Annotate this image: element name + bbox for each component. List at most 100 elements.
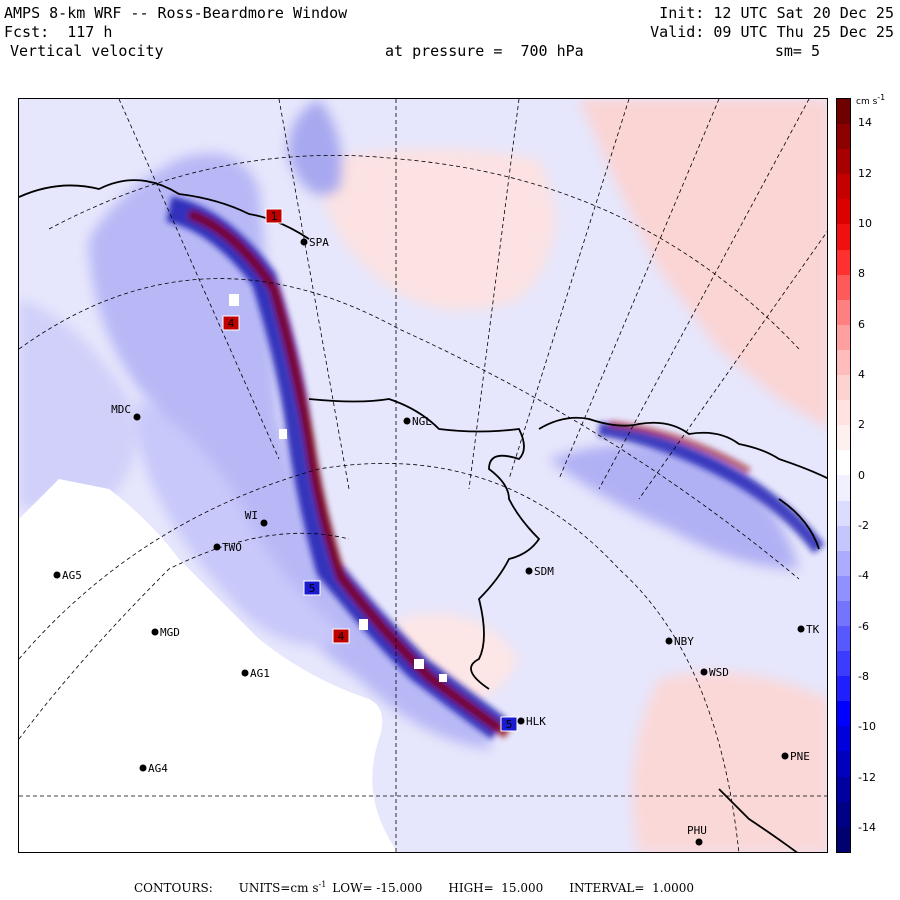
colorbar-segment — [837, 450, 850, 476]
colorbar-segment — [837, 349, 850, 376]
field-marker-low: 5 — [303, 580, 321, 596]
pressure-level: at pressure = 700 hPa — [385, 42, 584, 60]
field-marker-high: 1 — [265, 208, 283, 224]
station-label: TK — [806, 623, 820, 636]
station-mgd: MGD — [151, 626, 180, 639]
station-dot — [213, 543, 221, 551]
colorbar-segment — [837, 600, 850, 626]
station-phu: PHU — [687, 824, 707, 846]
colorbar-segment — [837, 400, 850, 426]
colorbar-units: cm s-1 — [856, 93, 886, 107]
station-dot — [133, 413, 141, 421]
station-mdc: MDC — [111, 403, 141, 421]
colorbar-segment — [837, 625, 850, 652]
no-data-region — [19, 479, 398, 852]
station-ag5: AG5 — [53, 569, 82, 582]
station-dot — [241, 669, 249, 677]
colorbar-tick-label: -2 — [858, 518, 869, 532]
smoothing: sm= 5 — [774, 42, 820, 60]
station-dot — [260, 519, 268, 527]
station-ag4: AG4 — [139, 762, 168, 775]
station-hlk: HLK — [517, 715, 546, 728]
colorbar — [836, 98, 851, 853]
station-dot — [525, 567, 533, 575]
colorbar-tick-label: 10 — [858, 216, 872, 230]
station-dot — [781, 752, 789, 760]
station-tk: TK — [797, 623, 820, 636]
station-sdm: SDM — [525, 565, 554, 578]
station-label: MGD — [160, 626, 180, 639]
colorbar-tick-label: -6 — [858, 619, 869, 633]
svg-text:4: 4 — [228, 317, 235, 330]
svg-text:5: 5 — [309, 582, 316, 595]
colorbar-segment — [837, 274, 850, 300]
station-pne: PNE — [781, 750, 810, 763]
station-label: SDM — [534, 565, 554, 578]
station-label: MDC — [111, 403, 131, 416]
colorbar-tick-label: -4 — [858, 569, 869, 583]
station-dot — [53, 571, 61, 579]
vertical-velocity-map: 1 4 5 4 5 MDC NGL SPA TWO WI AG5 MGD AG1 AG4 SDM NBY WS… — [19, 99, 827, 852]
station-label: AG1 — [250, 667, 270, 680]
contour-info: CONTOURS: UNITS=cm s-1 LOW= -15.000 HIGH= 1… — [134, 880, 695, 895]
station-nby: NBY — [665, 635, 694, 648]
graticule — [19, 99, 827, 852]
station-label: SPA — [309, 236, 329, 249]
station-dot — [695, 838, 703, 846]
terrain-masks — [229, 294, 447, 682]
station-label: WI — [245, 509, 258, 522]
field-marker-high: 4 — [222, 315, 240, 331]
colorbar-segment — [837, 124, 850, 150]
colorbar-tick-label: -10 — [858, 720, 876, 734]
svg-text:4: 4 — [338, 630, 345, 643]
mountain-ridge-signal — [166, 196, 825, 740]
colorbar-tick-label: 8 — [858, 267, 865, 281]
colorbar-segment — [837, 99, 850, 125]
colorbar-tick-label: -8 — [858, 669, 869, 683]
station-label: TWO — [222, 541, 242, 554]
coastline — [19, 179, 827, 852]
colorbar-segment — [837, 575, 850, 601]
colorbar-segment — [837, 826, 850, 852]
colorbar-tick-label: -14 — [858, 820, 876, 834]
colorbar-segment — [837, 726, 850, 752]
station-ngl: NGL — [403, 415, 432, 428]
colorbar-tick-label: 12 — [858, 166, 872, 180]
colorbar-tick-label: 4 — [858, 367, 865, 381]
station-dot — [665, 637, 673, 645]
colorbar-tick-label: 0 — [858, 468, 865, 482]
colorbar-tick-label: -12 — [858, 770, 876, 784]
colorbar-segment — [837, 651, 850, 677]
colorbar-tick-label: 2 — [858, 418, 865, 432]
colorbar-segment — [837, 199, 850, 225]
init-time: Init: 12 UTC Sat 20 Dec 25 — [659, 4, 894, 22]
colorbar-tick-label: 6 — [858, 317, 865, 331]
colorbar-tick-label: 14 — [858, 116, 872, 130]
station-label: WSD — [709, 666, 729, 679]
field-marker-low: 5 — [500, 716, 518, 732]
colorbar-segment — [837, 550, 850, 576]
forecast-hour: Fcst: 117 h — [4, 23, 113, 41]
station-two: TWO — [213, 541, 242, 554]
station-layer: MDC NGL SPA TWO WI AG5 MGD AG1 AG4 SDM NBY WSD PNE HL… — [53, 236, 820, 846]
station-label: PHU — [687, 824, 707, 837]
field-marker-layer: 1 4 5 4 5 — [222, 208, 518, 732]
colorbar-segment — [837, 299, 850, 325]
colorbar-segment — [837, 751, 850, 777]
station-dot — [300, 238, 308, 246]
station-label: PNE — [790, 750, 810, 763]
map-panel[interactable]: 1 4 5 4 5 MDC NGL SPA TWO WI AG5 MGD AG1 AG4 SDM NBY WS… — [18, 98, 828, 853]
station-dot — [403, 417, 411, 425]
station-dot — [151, 628, 159, 636]
station-spa: SPA — [300, 236, 329, 249]
station-label: HLK — [526, 715, 546, 728]
colorbar-segment — [837, 324, 850, 350]
station-label: NGL — [412, 415, 432, 428]
map-title: AMPS 8-km WRF -- Ross-Beardmore Window — [4, 4, 348, 22]
colorbar-segment — [837, 701, 850, 727]
colorbar-segment — [837, 801, 850, 827]
station-label: AG4 — [148, 762, 168, 775]
colorbar-segment — [837, 776, 850, 802]
station-wsd: WSD — [700, 666, 729, 679]
colorbar-segment — [837, 525, 850, 551]
